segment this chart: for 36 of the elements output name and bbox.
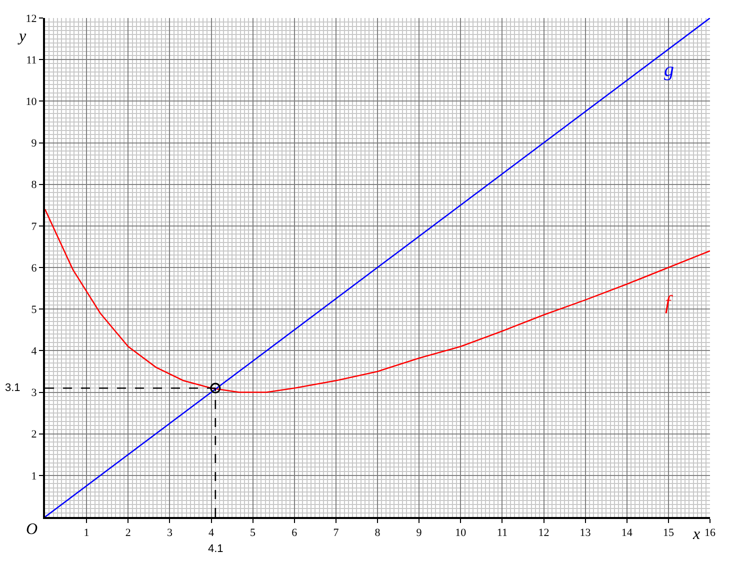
y-tick-label: 10 [26,96,38,108]
y-tick-label: 5 [31,304,38,316]
x-tick-label: 8 [374,527,381,540]
series-label: g [664,59,674,81]
y-tick-label: 8 [31,179,38,192]
x-tick-label: 1 [84,527,90,540]
x-tick-label: 14 [621,527,633,540]
x-tick-label: 7 [333,527,340,540]
x-axis-title: x [692,526,700,543]
y-tick-label: 1 [31,470,37,482]
x-tick-label: 12 [538,527,550,540]
line-series [45,208,710,393]
x-tick-label: 2 [125,527,131,540]
x-tick-label: 5 [250,527,256,540]
x-tick-label: 9 [416,527,422,540]
x-tick-label: 13 [580,527,592,540]
y-tick-label: 6 [31,262,38,274]
x-tick-label: 16 [704,527,716,540]
x-tick-label: 4 [208,527,214,540]
y-tick-label: 12 [26,12,37,25]
y-tick-label: 2 [31,428,37,441]
y-tick-label: 11 [26,54,37,66]
y-tick-label: 3 [31,387,38,400]
x-tick-label: 6 [292,527,298,540]
ref-line-label: 3.1 [5,382,20,394]
y-axis-title: y [17,28,27,45]
y-tick-label: 9 [31,138,38,150]
series-label: f [665,292,673,314]
x-tick-label: 15 [662,527,674,540]
x-tick-label: 3 [166,527,173,540]
annotation: O [26,521,38,538]
y-tick-label: 7 [31,220,38,233]
y-tick-label: 4 [31,346,38,358]
x-tick-label: 11 [496,527,508,540]
x-tick-label: 10 [455,527,467,540]
ref-line-label: 4.1 [208,543,224,555]
